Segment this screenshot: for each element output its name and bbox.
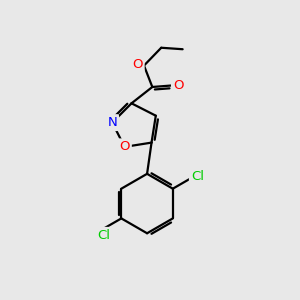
Text: O: O xyxy=(132,58,143,70)
Text: O: O xyxy=(119,140,130,153)
Text: Cl: Cl xyxy=(97,229,110,242)
Text: O: O xyxy=(173,79,183,92)
Text: Cl: Cl xyxy=(191,170,204,183)
Text: N: N xyxy=(107,116,117,129)
